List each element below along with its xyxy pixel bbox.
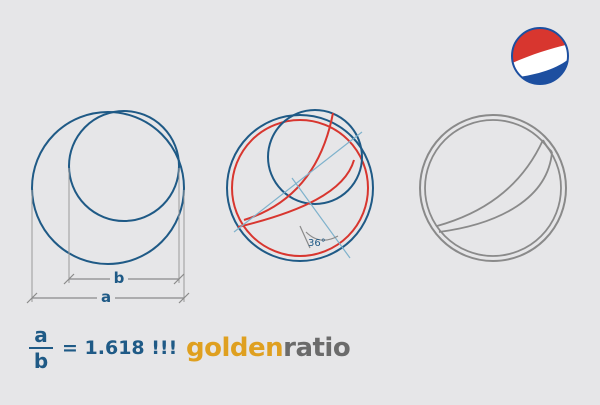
tick-b-left (63, 273, 75, 285)
dimension-label-b: b (114, 269, 125, 287)
panel-construction: 36° (226, 109, 374, 262)
fraction-denominator: b (33, 349, 49, 373)
outline-outer-circle (419, 114, 567, 262)
ratio-equation: = 1.618 !!! (62, 337, 178, 359)
outline-wave-tip (542, 139, 553, 153)
red-arc-lower (237, 159, 355, 228)
red-arc-upper (243, 112, 334, 221)
label-b-bg (110, 268, 128, 288)
panel-circles-dimensions: b a (26, 110, 190, 307)
construction-line-2 (233, 131, 363, 233)
tick-a-left (26, 292, 38, 304)
outline-wave-upper (436, 139, 544, 227)
outer-circle-a (31, 111, 185, 265)
tick-a-right (178, 292, 190, 304)
tick-b-right (173, 273, 185, 285)
pepsi-globe-icon (511, 27, 569, 85)
construction-outer-blue-circle (226, 114, 374, 262)
ratio-fraction: a b (28, 324, 54, 372)
fraction-bar (29, 347, 53, 349)
construction-inner-circle (267, 109, 363, 205)
outline-wave-lower (438, 151, 553, 233)
construction-outer-red-circle (231, 119, 369, 257)
wordmark-ratio: ratio (283, 333, 351, 363)
construction-line-1 (291, 177, 351, 259)
outline-inner-circle (424, 119, 562, 257)
label-a-bg (97, 287, 115, 307)
dimension-label-a: a (101, 288, 111, 306)
panel-outline (419, 114, 567, 262)
golden-ratio-wordmark: goldenratio (186, 333, 351, 363)
angle-arc (305, 231, 339, 241)
inner-circle-b (68, 110, 180, 222)
wordmark-golden: golden (186, 333, 284, 363)
angle-leg (299, 225, 311, 249)
angle-label: 36° (308, 238, 326, 249)
fraction-numerator: a (34, 323, 48, 347)
